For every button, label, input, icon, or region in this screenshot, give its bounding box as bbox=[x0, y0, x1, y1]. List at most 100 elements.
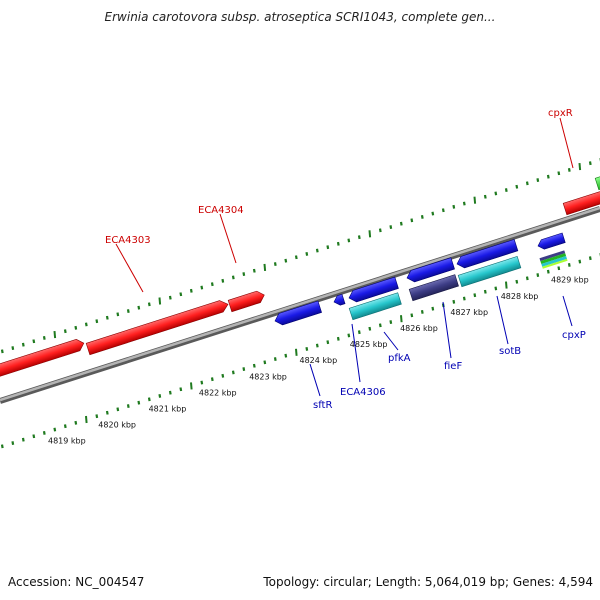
gene-forward-cpxR[interactable] bbox=[562, 189, 600, 216]
minor-tick bbox=[378, 228, 382, 233]
gene-forward-ECA4303[interactable] bbox=[85, 298, 230, 356]
ruler-labels: 4819 kbp 4820 kbp 4821 kbp 4822 kbp 4823 kbp… bbox=[48, 276, 589, 446]
minor-tick bbox=[557, 171, 561, 176]
major-tick bbox=[505, 281, 508, 289]
ruler-label: 4820 kbp bbox=[98, 421, 136, 430]
gene-label-sftR[interactable]: sftR bbox=[313, 400, 332, 411]
feature-pfkA[interactable] bbox=[408, 274, 459, 302]
genome-backbone bbox=[0, 206, 600, 404]
minor-tick bbox=[441, 208, 445, 213]
ruler-label: 4824 kbp bbox=[300, 356, 338, 365]
accession-label: Accession: NC_004547 bbox=[8, 575, 145, 589]
minor-tick bbox=[567, 263, 571, 267]
minor-tick bbox=[221, 373, 225, 378]
upper-tick-track bbox=[0, 158, 600, 354]
minor-tick bbox=[74, 420, 78, 425]
ruler-label: 4828 kbp bbox=[501, 292, 539, 301]
gene-forward-ECA4303-left[interactable] bbox=[0, 337, 86, 383]
genome-summary: Topology: circular; Length: 5,064,019 bp… bbox=[263, 575, 593, 589]
minor-tick bbox=[137, 305, 141, 310]
minor-tick bbox=[168, 295, 172, 300]
minor-tick bbox=[315, 248, 319, 253]
minor-tick bbox=[462, 296, 466, 301]
minor-tick bbox=[494, 286, 498, 291]
minor-tick bbox=[231, 370, 235, 375]
minor-tick bbox=[252, 268, 256, 273]
minor-tick bbox=[21, 437, 25, 442]
minor-tick bbox=[42, 431, 46, 435]
minor-tick bbox=[53, 427, 57, 432]
minor-tick bbox=[525, 181, 529, 186]
ruler-label: 4825 kbp bbox=[350, 340, 388, 349]
gene-reverse-pfkA[interactable] bbox=[405, 257, 455, 284]
minor-tick bbox=[158, 394, 162, 398]
gene-forward-ECA4304[interactable] bbox=[227, 289, 266, 313]
minor-tick bbox=[105, 315, 109, 320]
gene-label-ECA4303[interactable]: ECA4303 bbox=[105, 235, 151, 246]
gene-reverse-ECA4306[interactable] bbox=[347, 276, 399, 304]
minor-tick bbox=[137, 400, 141, 405]
gene-reverse-small[interactable] bbox=[332, 293, 346, 307]
major-tick bbox=[158, 297, 162, 305]
minor-tick bbox=[105, 410, 109, 415]
gene-label-pfkA[interactable]: pfkA bbox=[388, 353, 411, 364]
ruler-label: 4821 kbp bbox=[149, 404, 187, 413]
ruler-label: 4819 kbp bbox=[48, 437, 86, 446]
ruler-label: 4823 kbp bbox=[249, 372, 287, 381]
minor-tick bbox=[95, 414, 99, 419]
gene-reverse-sotB[interactable] bbox=[455, 239, 519, 269]
minor-tick bbox=[210, 282, 214, 287]
minor-tick bbox=[431, 306, 435, 311]
gene-reverse-sftR[interactable] bbox=[273, 300, 322, 327]
gene-label-fieF[interactable]: fieF bbox=[444, 361, 462, 372]
minor-tick bbox=[483, 194, 487, 199]
major-tick bbox=[85, 415, 88, 424]
minor-tick bbox=[116, 312, 120, 317]
minor-tick bbox=[179, 292, 183, 297]
minor-tick bbox=[326, 245, 330, 250]
minor-tick bbox=[200, 380, 204, 385]
minor-tick bbox=[189, 288, 193, 293]
minor-tick bbox=[546, 174, 550, 179]
gene-forward-green-feature[interactable] bbox=[594, 174, 600, 191]
minor-tick bbox=[399, 221, 403, 226]
minor-tick bbox=[410, 313, 414, 318]
cds-sotB[interactable] bbox=[457, 256, 522, 288]
lower-tick-track bbox=[0, 253, 600, 449]
minor-tick bbox=[420, 215, 424, 219]
minor-tick bbox=[452, 299, 456, 304]
minor-tick bbox=[452, 204, 456, 209]
major-tick bbox=[578, 163, 582, 171]
cds-ECA4306[interactable] bbox=[348, 292, 402, 321]
ruler-label: 4829 kbp bbox=[551, 276, 589, 285]
feature-stack-cpxP[interactable] bbox=[539, 250, 568, 269]
gene-label-ECA4306[interactable]: ECA4306 bbox=[340, 387, 386, 398]
ruler-label: 4826 kbp bbox=[400, 324, 438, 333]
minor-tick bbox=[210, 377, 214, 382]
gene-label-cpxR[interactable]: cpxR bbox=[548, 108, 573, 119]
gene-reverse-cpxP[interactable] bbox=[536, 232, 566, 251]
minor-tick bbox=[273, 357, 277, 361]
minor-tick bbox=[21, 342, 25, 347]
minor-tick bbox=[389, 225, 393, 229]
gene-label-ECA4304[interactable]: ECA4304 bbox=[198, 205, 244, 216]
minor-tick bbox=[326, 340, 330, 345]
gene-label-sotB[interactable]: sotB bbox=[499, 346, 521, 357]
minor-tick bbox=[546, 269, 550, 274]
minor-tick bbox=[200, 285, 204, 290]
minor-tick bbox=[32, 434, 36, 439]
major-tick bbox=[473, 196, 477, 204]
minor-tick bbox=[536, 273, 540, 277]
minor-tick bbox=[42, 336, 46, 340]
minor-tick bbox=[494, 191, 498, 196]
minor-tick bbox=[305, 347, 309, 351]
minor-tick bbox=[315, 343, 319, 348]
minor-tick bbox=[336, 241, 340, 246]
minor-tick bbox=[368, 326, 372, 331]
minor-tick bbox=[126, 404, 130, 408]
minor-tick bbox=[431, 211, 435, 216]
minor-tick bbox=[305, 252, 309, 256]
gene-label-cpxP[interactable]: cpxP bbox=[562, 330, 586, 341]
minor-tick bbox=[11, 346, 15, 350]
